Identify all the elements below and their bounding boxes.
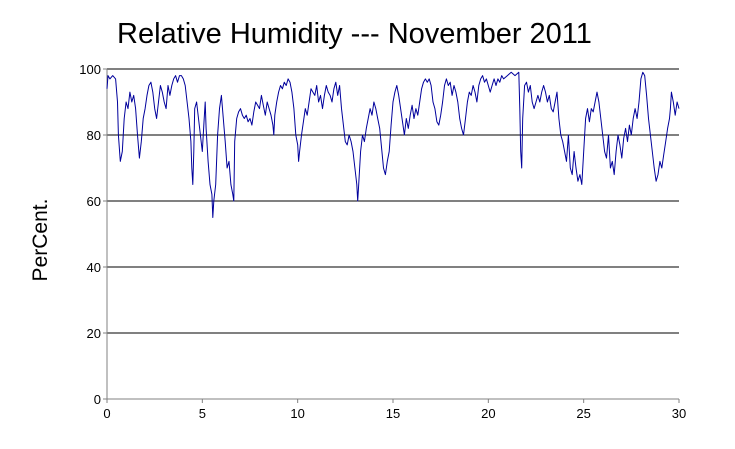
x-tick-label: 15 <box>386 406 400 421</box>
y-tick-label: 80 <box>87 128 101 143</box>
y-tick-label: 40 <box>87 260 101 275</box>
x-tick-labels: 0 5 10 15 20 25 30 <box>103 399 686 421</box>
x-tick-label: 30 <box>672 406 686 421</box>
gridlines <box>107 68 679 334</box>
y-axis-label: PerCent. <box>29 199 52 282</box>
x-tick-label: 20 <box>481 406 495 421</box>
x-tick-label: 5 <box>199 406 206 421</box>
x-tick-label: 10 <box>290 406 304 421</box>
y-tick-label: 0 <box>94 392 101 407</box>
y-tick-label: 60 <box>87 194 101 209</box>
y-tick-label: 100 <box>79 62 101 77</box>
chart-title: Relative Humidity --- November 2011 <box>117 18 592 50</box>
x-tick-label: 0 <box>103 406 110 421</box>
series-line-humidity <box>106 71 680 218</box>
y-tick-label: 20 <box>87 326 101 341</box>
y-tick-labels: 0 20 40 60 80 100 <box>79 62 107 407</box>
series-group <box>106 71 680 218</box>
x-tick-label: 25 <box>576 406 590 421</box>
